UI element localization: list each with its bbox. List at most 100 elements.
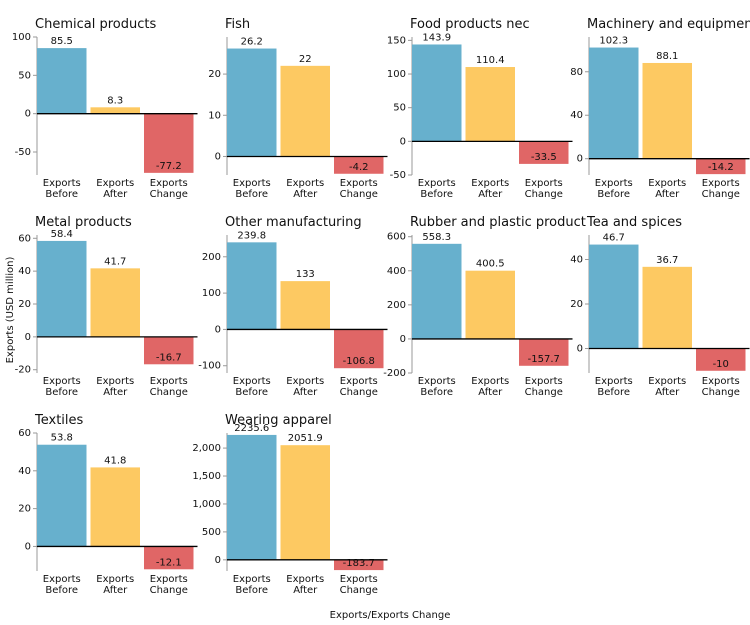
value-label: 85.5 xyxy=(51,36,73,47)
y-tick-label: 0 xyxy=(25,332,31,343)
x-tick-label-box: Exports Change xyxy=(149,376,188,398)
y-tick-label: 1,500 xyxy=(192,471,221,482)
x-tick-label: Exports After xyxy=(286,178,325,200)
value-label: -10 xyxy=(713,359,729,370)
y-tick-label: -50 xyxy=(15,147,31,158)
x-tick-label-box: Exports Before xyxy=(417,376,456,398)
x-tick-label: Exports Change xyxy=(701,178,740,200)
x-tick-label-box: Exports Before xyxy=(595,376,633,398)
y-tick-label: -50 xyxy=(390,170,406,181)
y-tick-label: 0 xyxy=(215,151,221,162)
y-tick-label: 0 xyxy=(25,109,31,120)
x-axis-label: Exports/Exports Change xyxy=(330,610,451,621)
value-label: 36.7 xyxy=(656,255,678,266)
panel: Tea and spices 0 20 40 46.7 Exports Before 36.… xyxy=(570,215,750,398)
bar xyxy=(519,141,569,164)
x-tick-label: Exports Before xyxy=(42,574,81,596)
x-tick-label-box: Exports Before xyxy=(42,376,81,398)
y-tick-label: 1,000 xyxy=(192,499,221,510)
x-tick-label-box: Exports Change xyxy=(150,178,188,200)
x-tick-label-box: Exports Before xyxy=(232,178,271,200)
bar xyxy=(90,467,140,547)
x-tick-label-box: Exports After xyxy=(648,178,686,200)
bar xyxy=(412,243,462,339)
x-tick-label-box: Exports Before xyxy=(43,178,81,200)
y-tick-label: 40 xyxy=(18,466,31,477)
value-label: -106.8 xyxy=(343,356,375,367)
x-tick-label-box: Exports Change xyxy=(525,178,563,200)
bar xyxy=(144,336,194,365)
bar xyxy=(334,559,384,571)
y-tick-label: 100 xyxy=(12,32,31,43)
value-label: 88.1 xyxy=(656,51,678,62)
panel: Textiles 0 20 40 60 53.8 Exports Before 41.8 Exp… xyxy=(18,413,198,596)
y-tick-label: 50 xyxy=(393,103,406,114)
panel: Wearing apparel 0 500 1,000 1,500 2,000 2235.6… xyxy=(192,413,388,596)
y-tick-label: 20 xyxy=(208,69,221,80)
x-tick-label: Exports Before xyxy=(42,376,81,398)
x-tick-label: Exports Before xyxy=(594,178,633,200)
y-tick-label: 20 xyxy=(570,299,583,310)
x-tick-label-box: Exports Change xyxy=(702,376,740,398)
panel-title: Food products nec xyxy=(410,17,530,32)
bar xyxy=(642,62,692,159)
x-tick-label: Exports Before xyxy=(417,376,456,398)
x-tick-label-box: Exports Change xyxy=(340,376,378,398)
x-tick-label: Exports Change xyxy=(149,376,188,398)
panel-title: Rubber and plastic product xyxy=(410,215,586,230)
y-tick-label: 2,000 xyxy=(192,443,221,454)
x-tick-label-box: Exports After xyxy=(96,574,134,596)
x-tick-label: Exports Before xyxy=(232,376,271,398)
panel-title: Fish xyxy=(225,17,250,32)
bar xyxy=(465,270,515,339)
x-tick-label: Exports After xyxy=(286,376,325,398)
value-label: 2235.6 xyxy=(234,423,269,434)
y-tick-label: 400 xyxy=(387,266,406,277)
y-tick-label: 200 xyxy=(387,300,406,311)
value-label: -157.7 xyxy=(528,354,560,365)
x-tick-label: Exports After xyxy=(471,178,510,200)
bar xyxy=(519,338,569,366)
y-tick-label: 0 xyxy=(577,344,583,355)
value-label: 58.4 xyxy=(51,229,73,240)
panel: Rubber and plastic product -200 0 200 400 600… xyxy=(383,215,586,398)
x-tick-label: Exports Before xyxy=(417,178,456,200)
x-tick-label: Exports Change xyxy=(339,178,378,200)
y-tick-label: 80 xyxy=(570,67,583,78)
bar xyxy=(227,242,277,330)
y-tick-label: 500 xyxy=(202,527,221,538)
value-label: 41.8 xyxy=(104,455,126,466)
panel-title: Chemical products xyxy=(35,17,156,32)
y-tick-label: -200 xyxy=(383,368,406,379)
x-tick-label: Exports Before xyxy=(232,574,271,596)
x-tick-label: Exports After xyxy=(648,376,687,398)
x-tick-label-box: Exports After xyxy=(286,376,325,398)
value-label: -183.7 xyxy=(343,558,375,569)
x-tick-label-box: Exports After xyxy=(286,574,324,596)
panel-title: Wearing apparel xyxy=(225,413,332,428)
bar xyxy=(589,244,639,349)
panel: Machinery and equipment 0 40 80 102.3 Exports… xyxy=(570,17,750,200)
y-tick-label: 10 xyxy=(208,110,221,121)
x-tick-label-box: Exports Change xyxy=(339,574,378,596)
value-label: 558.3 xyxy=(422,232,451,243)
value-label: 46.7 xyxy=(603,233,625,244)
bar xyxy=(90,268,140,337)
x-tick-label: Exports Change xyxy=(149,574,188,596)
x-tick-label-box: Exports Change xyxy=(339,178,378,200)
y-axis-label: Exports (USD million) xyxy=(5,257,16,364)
y-tick-label: 150 xyxy=(387,35,406,46)
y-tick-label: 0 xyxy=(577,154,583,165)
value-label: 41.7 xyxy=(104,256,126,267)
x-tick-label-box: Exports After xyxy=(471,178,510,200)
bar xyxy=(144,113,194,173)
x-tick-label-box: Exports Before xyxy=(417,178,456,200)
x-tick-label: Exports Before xyxy=(232,178,271,200)
x-tick-label-box: Exports Before xyxy=(232,574,271,596)
value-label: -33.5 xyxy=(531,152,557,163)
y-tick-label: 600 xyxy=(387,232,406,243)
value-label: 143.9 xyxy=(422,32,451,43)
x-tick-label: Exports Change xyxy=(339,574,378,596)
y-tick-label: 200 xyxy=(202,252,221,263)
y-tick-label: 0 xyxy=(25,541,31,552)
